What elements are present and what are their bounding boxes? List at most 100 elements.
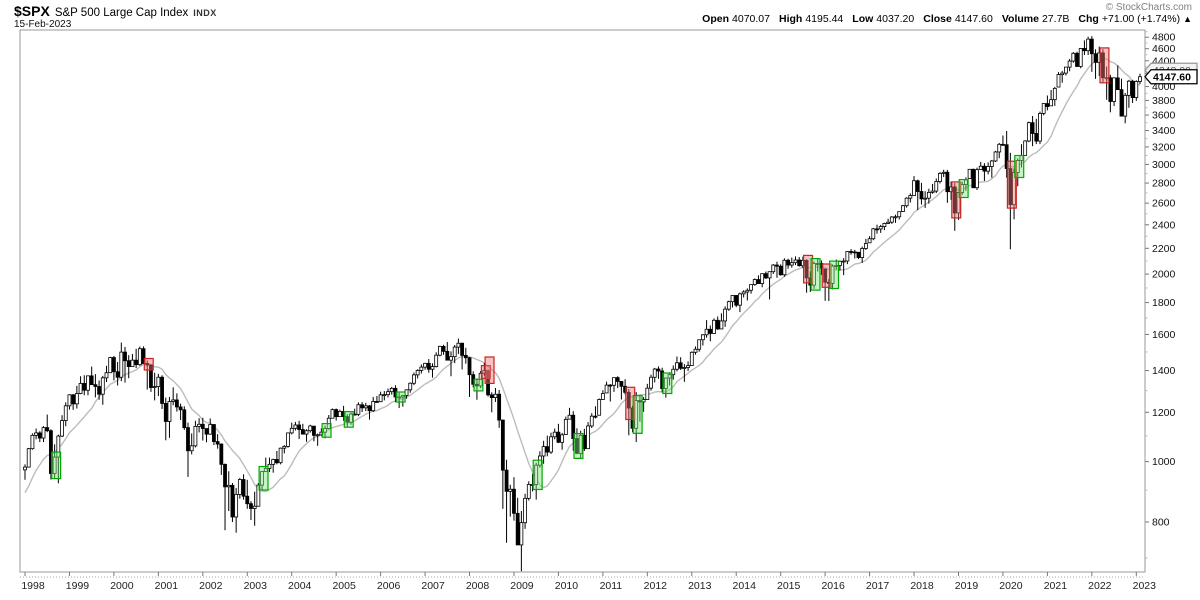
- candle-body: [160, 376, 164, 404]
- candle-body: [586, 425, 590, 450]
- candle-body: [667, 374, 672, 379]
- open-value: 4070.07: [732, 13, 770, 25]
- candle-body: [1093, 53, 1098, 63]
- candle-body: [915, 180, 920, 192]
- candle-body: [112, 357, 116, 373]
- chg-up-triangle-icon: ▲: [1183, 14, 1192, 24]
- candle-body: [893, 216, 898, 219]
- candle-body: [904, 197, 909, 207]
- candle-body: [512, 488, 516, 514]
- volume-value: 27.7B: [1041, 13, 1070, 25]
- candle-body: [323, 428, 327, 433]
- candle-body: [134, 359, 139, 366]
- candle-body: [282, 445, 287, 449]
- x-axis-year-label: 2010: [555, 580, 579, 592]
- candle-body: [260, 471, 264, 486]
- candle-body: [197, 423, 202, 427]
- candle-body: [86, 375, 90, 391]
- candle-body: [1012, 172, 1016, 206]
- y-axis-label: 3000: [1152, 159, 1176, 171]
- candle-body: [308, 425, 313, 432]
- candle-body: [437, 345, 442, 356]
- candle-body: [741, 291, 746, 295]
- stockcharts-copyright-link[interactable]: © StockCharts.com: [1105, 2, 1192, 13]
- candle-body: [93, 384, 98, 387]
- candle-body: [752, 279, 757, 285]
- candle-body: [734, 295, 739, 306]
- candle-body: [423, 362, 427, 368]
- candle-body: [730, 295, 735, 303]
- candle-body: [975, 169, 979, 189]
- candle-body: [108, 357, 113, 374]
- close-label: Close: [923, 13, 952, 25]
- candle-body: [163, 403, 168, 422]
- candle-body: [519, 522, 524, 546]
- candle-body: [1049, 99, 1053, 107]
- candle-body: [1119, 89, 1124, 117]
- candle-body: [115, 371, 120, 378]
- candle-body: [386, 391, 390, 396]
- y-axis-label: 4800: [1152, 32, 1176, 44]
- candle-body: [415, 369, 420, 376]
- sell-signal-box: [951, 181, 962, 219]
- candle-body: [245, 495, 250, 505]
- y-axis-label: 3200: [1152, 141, 1176, 153]
- candle-body: [545, 446, 550, 453]
- candle-body: [256, 484, 261, 507]
- candle-body: [189, 445, 194, 452]
- candle-body: [956, 192, 961, 214]
- buy-signal-box: [51, 451, 62, 480]
- candle-body: [508, 488, 513, 492]
- candle-body: [174, 399, 179, 408]
- candle-body: [823, 268, 828, 283]
- low-label: Low: [852, 13, 874, 25]
- candle-body: [908, 195, 913, 199]
- candle-body: [912, 180, 916, 196]
- sell-signal-box: [821, 263, 832, 288]
- candle-body: [1104, 77, 1109, 80]
- candle-body: [552, 431, 557, 438]
- candle-body: [60, 420, 64, 437]
- buy-signal-box: [258, 465, 269, 491]
- candle-body: [1008, 168, 1013, 206]
- buy-signal-box: [958, 179, 969, 199]
- candle-body: [649, 376, 653, 389]
- candle-body: [460, 342, 465, 356]
- candle-body: [497, 393, 502, 421]
- candle-body: [678, 362, 683, 369]
- candle-body: [626, 391, 631, 409]
- candle-body: [456, 342, 461, 348]
- candle-body: [193, 426, 198, 447]
- candle-body: [56, 435, 61, 458]
- x-axis-year-label: 2019: [955, 580, 979, 592]
- candle-body: [682, 367, 687, 369]
- candle-body: [1138, 76, 1142, 82]
- candle-body: [897, 211, 902, 218]
- candle-body: [249, 503, 253, 509]
- x-axis-year-label: 2007: [421, 580, 445, 592]
- y-axis-label: 1400: [1152, 365, 1176, 377]
- sell-signal-box: [143, 357, 154, 371]
- candle-body: [319, 431, 324, 436]
- candle-body: [686, 365, 690, 368]
- candle-body: [771, 264, 776, 273]
- candle-body: [856, 251, 861, 258]
- y-axis-label: 2600: [1152, 198, 1176, 210]
- x-axis-year-label: 2012: [644, 580, 668, 592]
- buy-signal-box: [343, 411, 354, 428]
- candle-body: [504, 469, 509, 492]
- candle-body: [297, 424, 302, 430]
- low-value: 4037.20: [876, 13, 915, 25]
- candle-body: [756, 279, 761, 284]
- candle-body: [130, 359, 135, 367]
- candle-body: [989, 160, 994, 167]
- candle-body: [786, 259, 790, 266]
- plot-frame: [19, 29, 1146, 573]
- candle-body: [486, 370, 490, 396]
- x-axis-year-label: 2001: [155, 580, 179, 592]
- y-axis-label: 1600: [1152, 329, 1176, 341]
- moving-average-line: [24, 57, 1141, 493]
- candle-body: [919, 191, 924, 200]
